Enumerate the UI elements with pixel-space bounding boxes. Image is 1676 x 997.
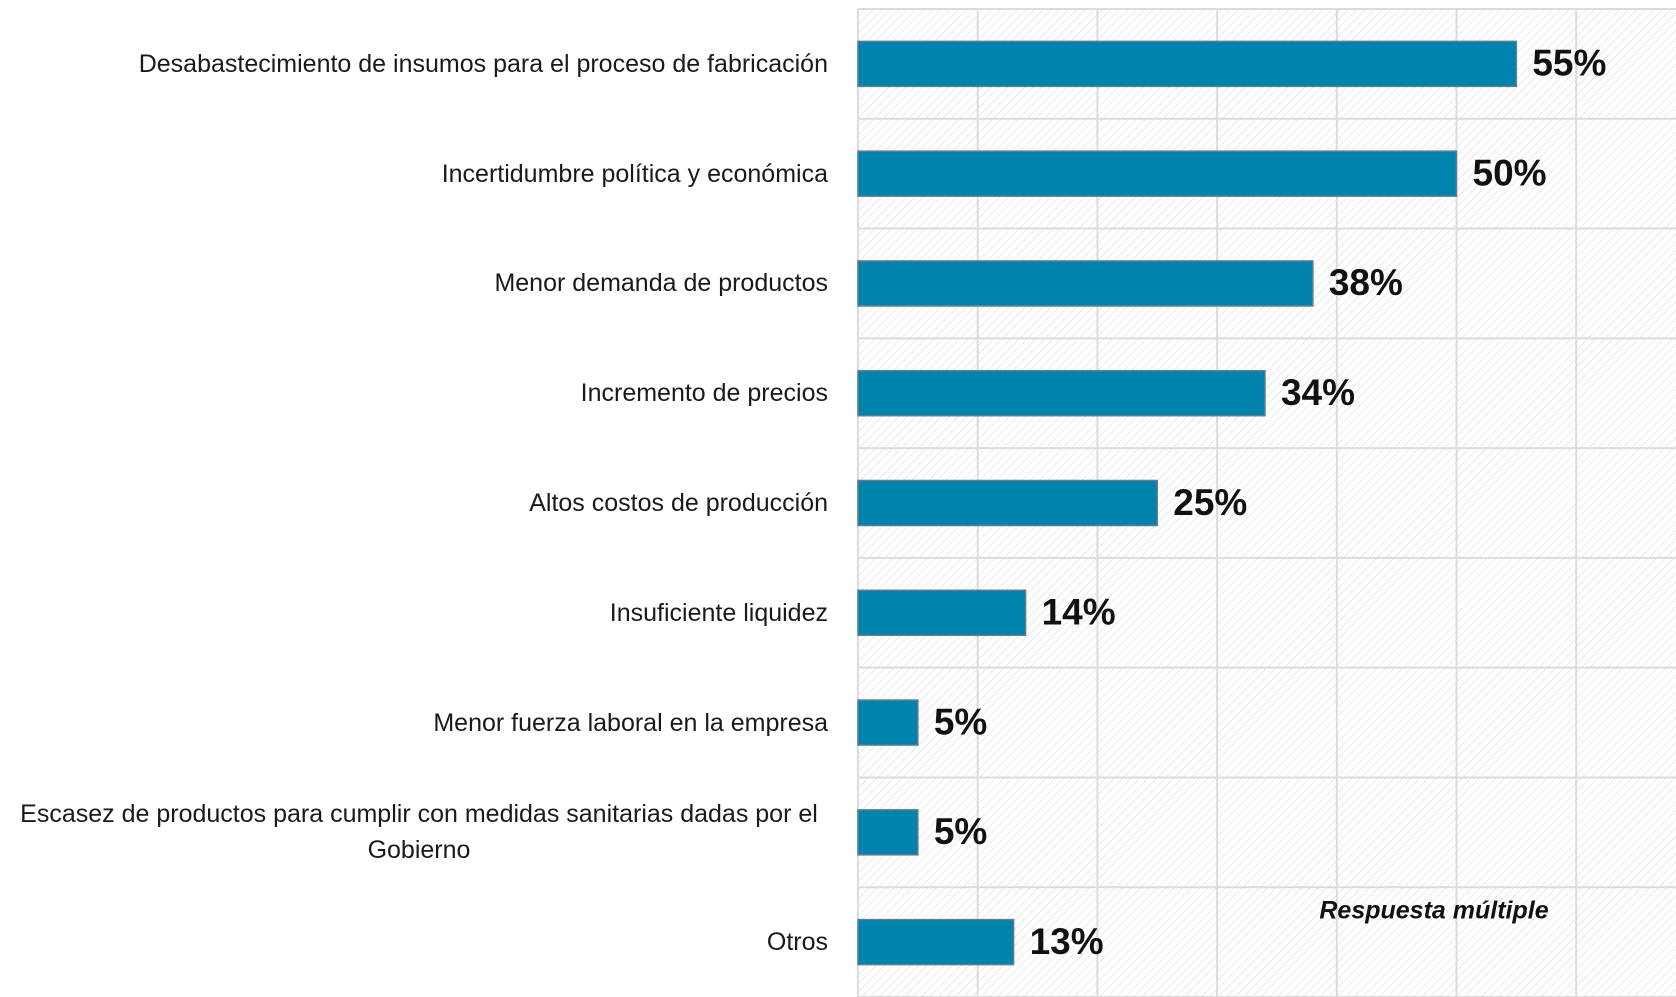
category-label: Menor demanda de productos xyxy=(10,265,828,301)
value-label: 5% xyxy=(934,701,987,742)
category-label: Otros xyxy=(10,924,828,960)
category-label: Escasez de productos para cumplir con me… xyxy=(10,796,828,868)
value-label: 13% xyxy=(1030,921,1104,962)
bar xyxy=(857,479,1158,527)
category-text: Otros xyxy=(766,928,828,957)
category-label: Insuficiente liquidez xyxy=(10,595,828,631)
value-label: 25% xyxy=(1173,482,1247,523)
bar xyxy=(857,150,1458,197)
value-label: 5% xyxy=(934,811,987,852)
annotation: Respuesta múltiple xyxy=(1319,897,1548,925)
category-label: Desabastecimiento de insumos para el pro… xyxy=(10,46,828,82)
category-label: Menor fuerza laboral en la empresa xyxy=(10,705,828,741)
bar xyxy=(857,369,1266,417)
category-text: Incertidumbre política y económica xyxy=(441,159,828,188)
bar xyxy=(857,809,919,856)
category-text: Insuficiente liquidez xyxy=(609,598,828,627)
value-label: 14% xyxy=(1042,592,1116,633)
bar xyxy=(857,260,1314,307)
value-label: 38% xyxy=(1329,262,1403,303)
category-text: Menor demanda de productos xyxy=(494,269,828,298)
category-text: Incremento de precios xyxy=(580,379,828,408)
category-text: Altos costos de producción xyxy=(529,489,828,517)
value-label: 50% xyxy=(1473,152,1547,193)
bar xyxy=(857,699,919,746)
category-label: Incremento de precios xyxy=(10,375,828,411)
value-label: 55% xyxy=(1532,43,1606,84)
category-text: Menor fuerza laboral en la empresa xyxy=(433,708,828,737)
category-label: Incertidumbre política y económica xyxy=(10,156,828,192)
bar xyxy=(857,40,1518,88)
bar xyxy=(857,918,1015,966)
category-text: Desabastecimiento de insumos para el pro… xyxy=(138,49,828,78)
bar xyxy=(857,589,1027,637)
category-text: Escasez de productos para cumplir con me… xyxy=(20,800,818,865)
category-label: Altos costos de producción xyxy=(10,485,828,521)
value-label: 34% xyxy=(1281,372,1355,413)
